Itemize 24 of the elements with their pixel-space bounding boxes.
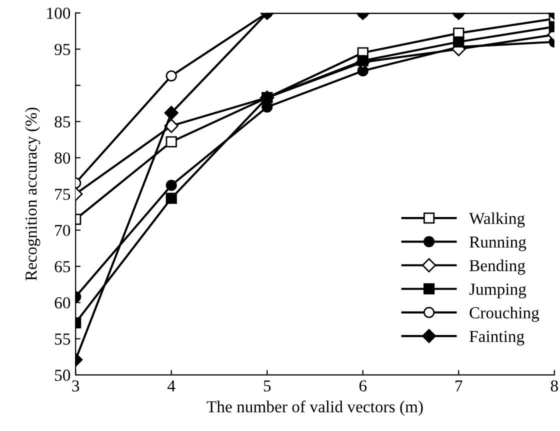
y-tick-label: 100 [47,8,70,19]
y-tick-label: 75 [55,188,70,200]
x-tick-label: 8 [550,380,558,392]
y-axis-title: Recognition accuracy (%) [25,108,40,280]
legend-label: Walking [469,212,525,228]
y-tick-label: 60 [54,297,70,309]
y-tick-label: 55 [55,334,70,345]
x-axis-title: The number of valid vectors (m) [206,400,423,416]
legend-label: Bending [470,260,526,275]
legend-label: Running [470,236,526,252]
y-tick-label: 50 [55,370,70,381]
x-tick-label: 6 [359,380,367,392]
legend-label: Crouching [470,306,540,322]
x-tick-label: 3 [72,380,80,392]
y-tick-label: 95 [54,44,70,56]
x-tick-label: 4 [168,380,176,392]
y-tick-label: 65 [54,261,70,272]
y-tick-label: 85 [54,116,70,128]
x-tick-label: 5 [264,380,271,392]
y-tick-label: 70 [55,224,70,236]
x-tick-label: 7 [456,380,462,392]
y-tick-label: 80 [54,152,70,164]
legend-label: Fainting [470,330,524,346]
legend-label: Jumping [469,284,526,298]
